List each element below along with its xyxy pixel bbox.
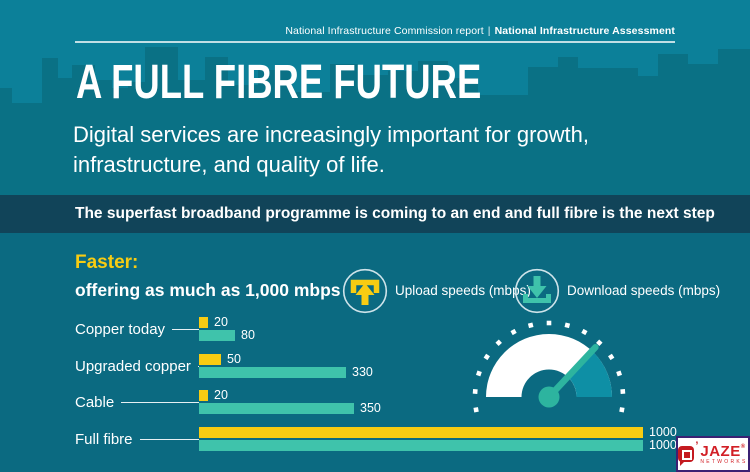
speedometer-gauge	[472, 320, 626, 413]
bar-value-label: 50	[227, 352, 241, 366]
page-title: A FULL FIBRE FUTURE	[76, 56, 482, 109]
connector-line	[139, 438, 199, 440]
bar-value-label: 80	[241, 328, 255, 342]
bar-value-label: 20	[214, 315, 228, 329]
download-bar	[199, 367, 346, 378]
bar-value-label: 350	[360, 401, 381, 415]
gauge-tick-marks	[472, 320, 626, 413]
registered-mark: ®	[740, 443, 746, 450]
header-divider	[75, 41, 675, 43]
bar-chart: Copper today 20 80 Upgraded copper 50 330 Cabl…	[75, 311, 715, 461]
bar-value-label: 1000	[649, 425, 677, 439]
download-legend-label: Download speeds (mbps)	[567, 283, 721, 298]
category-label: Upgraded copper	[75, 354, 199, 378]
upload-bar	[199, 390, 208, 401]
gauge-needle	[545, 344, 599, 401]
bar-value-label: 1000	[649, 438, 677, 452]
upload-bar	[199, 354, 221, 365]
gauge-filled-sector	[567, 350, 612, 397]
category-label: Full fibre	[75, 427, 199, 451]
upload-legend-label: Upload speeds (mbps)	[395, 283, 531, 298]
connector-line	[172, 328, 199, 330]
subtitle-line-1: Digital services are increasingly import…	[73, 122, 589, 147]
category-label: Cable	[75, 390, 199, 414]
download-bar	[199, 440, 643, 451]
upload-speeds-icon	[342, 268, 388, 314]
category-label: Copper today	[75, 317, 199, 341]
city-skyline-silhouette	[0, 47, 750, 197]
download-speeds-icon	[514, 268, 560, 314]
speech-bubble-icon	[678, 446, 695, 466]
report-header: National Infrastructure Commission repor…	[285, 25, 675, 37]
logo-suffix: NETWORKS	[700, 458, 748, 465]
logo-brand: JAZE®	[700, 442, 746, 460]
bar-value-label: 20	[214, 388, 228, 402]
bar-value-label: 330	[352, 365, 373, 379]
header-background	[0, 0, 750, 197]
section-subheading: offering as much as 1,000 mbps	[75, 280, 341, 300]
assessment-name: National Infrastructure Assessment	[494, 25, 675, 37]
jaze-networks-logo: ’ JAZE® NETWORKS	[676, 436, 750, 472]
banner-strip: The superfast broadband programme is com…	[0, 195, 750, 233]
download-bar	[199, 403, 354, 414]
subtitle-line-2: infrastructure, and quality of life.	[73, 152, 385, 177]
connector-line	[197, 365, 199, 367]
upload-bar	[199, 427, 643, 438]
header-separator: |	[487, 25, 491, 37]
logo-apostrophe: ’	[695, 440, 699, 452]
report-name: National Infrastructure Commission repor…	[285, 25, 484, 37]
gauge-hub	[538, 386, 560, 408]
upload-bar	[199, 317, 208, 328]
page-subtitle: Digital services are increasingly import…	[73, 120, 589, 180]
logo-text: JAZE® NETWORKS	[700, 444, 747, 465]
banner-text: The superfast broadband programme is com…	[75, 205, 715, 222]
download-bar	[199, 330, 235, 341]
section-heading: Faster:	[75, 252, 139, 273]
connector-line	[121, 401, 199, 403]
